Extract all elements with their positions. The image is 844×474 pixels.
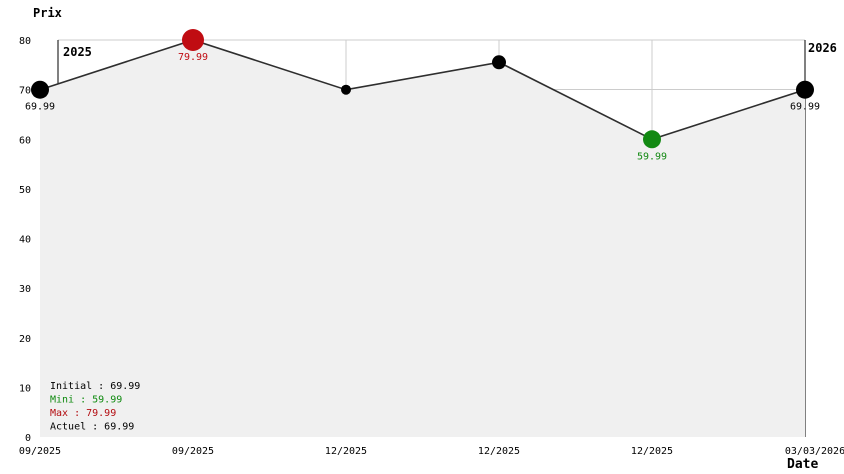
price-line-layer xyxy=(39,39,806,141)
year-label-left: 2025 xyxy=(63,45,92,59)
axis-labels-layer: 69.99 79.99 59.99 69.99 0 10 20 30 40 50 60 70 80 09/… xyxy=(19,36,844,457)
x-axis-tick-label: 03/03/2026 xyxy=(785,446,844,457)
legend-initial: Initial : 69.99 xyxy=(50,381,140,392)
y-axis-tick-label: 60 xyxy=(19,135,31,146)
data-point-min xyxy=(643,130,661,149)
legend-mini: Mini : 59.99 xyxy=(50,395,122,406)
data-point-normal xyxy=(492,55,506,70)
data-point-max xyxy=(182,29,204,51)
data-point-normal xyxy=(341,84,351,95)
legend-actuel: Actuel : 69.99 xyxy=(50,422,134,433)
price-line xyxy=(39,39,806,141)
x-axis-tick-label: 12/2025 xyxy=(631,446,673,457)
y-axis-title: Prix xyxy=(33,6,62,20)
x-axis-tick-label: 09/2025 xyxy=(172,446,214,457)
y-axis-tick-label: 50 xyxy=(19,185,31,196)
y-axis-tick-label: 80 xyxy=(19,36,31,47)
data-point-label: 69.99 xyxy=(790,102,820,113)
data-point-label: 59.99 xyxy=(637,151,667,162)
x-axis-tick-label: 12/2025 xyxy=(478,446,520,457)
area-fill-layer xyxy=(40,40,805,437)
area-fill xyxy=(40,40,805,437)
x-axis-tick-label: 09/2025 xyxy=(19,446,61,457)
data-point-current xyxy=(796,80,814,99)
x-axis-title: Date xyxy=(787,457,818,472)
y-axis-tick-label: 20 xyxy=(19,334,31,345)
data-point-label: 69.99 xyxy=(25,102,55,113)
y-axis-tick-label: 10 xyxy=(19,383,31,394)
legend: Initial : 69.99 Mini : 59.99 Max : 79.99… xyxy=(50,381,140,433)
data-point-initial xyxy=(31,80,49,99)
y-axis-tick-label: 40 xyxy=(19,235,31,246)
y-axis-tick-label: 30 xyxy=(19,284,31,295)
x-axis-tick-label: 12/2025 xyxy=(325,446,367,457)
y-axis-tick-label: 0 xyxy=(25,433,31,444)
data-point-label: 79.99 xyxy=(178,52,208,63)
year-label-right: 2026 xyxy=(808,41,837,55)
legend-max: Max : 79.99 xyxy=(50,408,116,419)
data-points-layer xyxy=(31,29,814,149)
y-axis-tick-label: 70 xyxy=(19,86,31,97)
